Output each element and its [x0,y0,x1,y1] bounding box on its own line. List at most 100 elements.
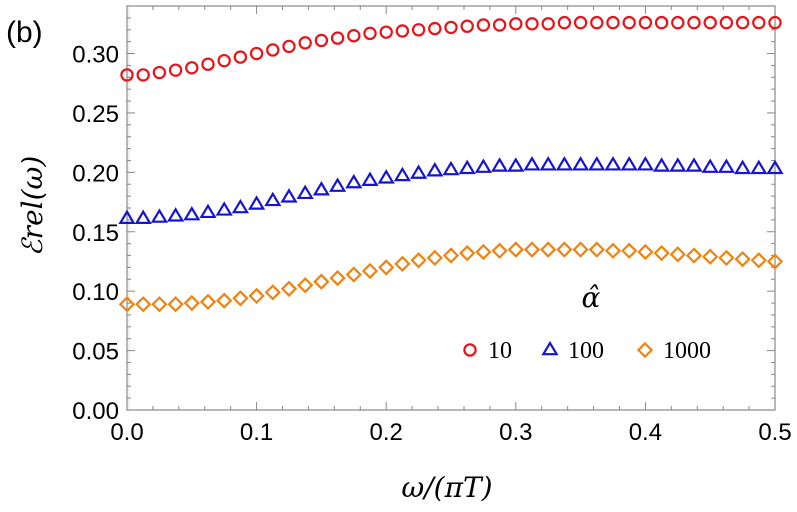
data-point [734,250,751,268]
data-point [330,31,345,45]
data-point [717,158,735,173]
data-point [621,242,638,259]
y-tick-label: 0.00 [72,398,119,425]
data-point [183,294,200,312]
data-point [314,33,329,48]
data-point [606,15,620,30]
data-point [540,241,557,258]
data-point [361,171,379,186]
data-point [118,296,136,313]
data-point [216,292,233,309]
data-point [637,243,654,261]
panel-label: (b) [6,16,43,49]
data-point [134,209,152,224]
data-point [183,205,201,221]
data-point [313,273,330,290]
data-point [296,184,314,200]
data-point [231,198,249,214]
data-point [588,241,605,258]
data-point [750,159,768,175]
data-point [280,280,298,297]
data-point [426,162,444,177]
data-point [264,284,281,301]
data-point [168,63,183,77]
legend-label-100: 100 [568,338,604,364]
data-point [509,17,523,31]
data-point [363,26,377,41]
data-point [135,296,152,313]
legend-title: α̂ [582,281,601,314]
data-point [280,188,298,203]
data-point [638,15,653,30]
data-point [167,207,185,222]
data-point [750,252,767,269]
data-point [687,15,701,30]
data-point [120,68,134,82]
data-point [669,246,686,263]
x-tick-label: 0.5 [758,419,791,446]
data-point [150,208,168,223]
data-point [557,15,572,30]
data-point [588,156,606,171]
data-point [555,156,573,171]
data-point [573,15,588,30]
data-point [523,241,541,258]
x-tick-label: 0.2 [370,419,403,446]
data-point [394,255,411,273]
data-point [428,21,442,36]
data-point [492,18,507,32]
data-point [460,19,474,33]
data-point [345,266,362,283]
data-point [604,242,622,259]
data-point [442,247,460,264]
data-point [475,243,492,261]
data-point [458,159,476,175]
data-point [232,290,249,307]
data-point [766,253,784,270]
data-point [459,244,476,262]
data-point [312,181,330,196]
data-point [264,191,282,207]
data-point [491,242,508,259]
data-point [282,39,296,54]
data-point [152,65,167,80]
data-point [199,203,217,219]
data-point [539,156,557,171]
data-point [217,53,231,68]
y-tick-label: 0.05 [72,339,119,366]
data-point [215,201,233,216]
data-point [361,262,379,280]
data-point [766,159,784,175]
data-point [671,15,685,30]
data-point [701,158,719,173]
x-tick-label: 0.4 [629,419,662,446]
data-point [379,25,393,39]
x-axis-label: ω/(πT) [401,471,492,504]
data-point [685,157,703,172]
y-tick-label: 0.30 [72,42,119,69]
data-point [556,241,573,258]
data-point [426,249,443,267]
data-point [572,156,590,171]
data-point [474,158,492,173]
data-point [298,36,312,50]
y-tick-label: 0.25 [72,101,119,128]
data-point [249,46,264,61]
y-tick-label: 0.15 [72,220,119,247]
x-axis-ticks: 0.0 0.1 0.2 0.3 0.4 0.5 [110,6,792,446]
data-point [201,57,215,71]
legend-marker-10 [463,343,477,357]
y-tick-label: 0.10 [72,279,119,306]
data-point [523,156,541,171]
data-point [444,20,458,35]
data-point [347,29,361,43]
data-point [653,244,670,262]
data-point [185,61,199,75]
data-point [345,173,363,189]
data-point [752,15,766,30]
data-point [411,23,426,37]
data-point [620,156,638,171]
data-point [378,259,395,276]
data-point [507,157,525,172]
data-point [151,296,168,313]
